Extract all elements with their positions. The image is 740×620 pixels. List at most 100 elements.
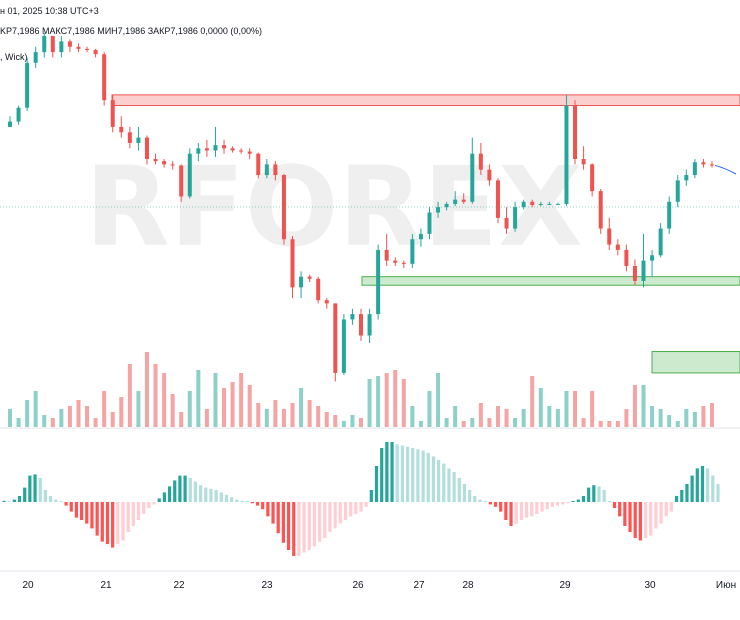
volume-bar [264,409,269,427]
volume-bar [410,406,415,427]
oscillator-bar [607,501,611,502]
oscillator-bar [447,468,451,502]
candle-body [427,212,432,234]
volume-bar [170,394,175,427]
volume-bar [50,418,55,427]
candle-body [521,201,526,208]
oscillator-bar [680,490,684,502]
oscillator-bar [535,502,539,514]
volume-bar [701,406,706,427]
oscillator-bar [514,502,518,524]
volume-bar [513,418,518,427]
oscillator-bar [80,502,84,520]
candle-body [350,314,355,320]
candle-body [136,137,141,143]
candle-body [307,276,312,279]
volume-bar [33,391,38,427]
candle-body [16,107,21,122]
oscillator-bar [623,502,627,526]
oscillator-bar [359,502,363,512]
oscillator-bar [597,486,601,502]
oscillator-bar [519,502,523,520]
volume-bar [632,385,637,427]
demand-zone [361,276,740,286]
volume-bar [230,382,235,427]
candle-body [675,180,680,202]
volume-bar [367,379,372,427]
demand-zone [651,351,740,374]
oscillator-bar [612,502,617,508]
oscillator-bar [292,502,296,556]
volume-bar [299,388,304,427]
header-ohlc: KP7,1986 МАКС7,1986 МИН7,1986 ЗАКР7,1986… [0,26,262,36]
candle-body [8,121,12,127]
volume-bar [615,421,620,427]
oscillator-bar [395,444,399,502]
volume-bar [538,388,543,427]
oscillator-bar [74,502,79,518]
oscillator-bar [307,502,311,550]
oscillator-bar [188,478,192,502]
volume-bar [341,421,346,427]
candle-body [153,159,158,162]
volume-bar [85,406,90,427]
oscillator-bar [550,502,555,507]
volume-bar [127,364,132,427]
candle-body [204,148,209,151]
oscillator-bar [59,501,63,502]
candle-body [119,126,124,133]
volume-bar [273,400,278,427]
oscillator-bar [581,496,586,502]
volume-bar [222,388,227,427]
volume-bar [59,409,64,427]
candle-body [376,249,381,315]
candle-body [239,150,244,152]
candle-body [76,46,81,49]
volume-bar [196,370,201,427]
oscillator-bar [675,496,679,502]
volume-bar [418,421,423,427]
x-tick-label: 27 [413,580,425,591]
volume-bar [179,412,184,427]
volume-bar [324,412,329,427]
oscillator-bar [431,456,436,502]
oscillator-bar [343,502,348,520]
candle-body [316,278,321,301]
oscillator-bar [286,502,291,550]
candle-body [538,203,543,206]
oscillator-bar [478,499,482,502]
volume-bar [8,409,12,427]
volume-bar [461,421,466,427]
volume-bar [573,391,578,427]
volume-bar [692,412,697,427]
oscillator-bar [452,472,456,502]
candle-body [401,262,406,264]
candle-body [692,162,697,176]
oscillator-bar [380,448,384,502]
volume-bar [564,391,569,427]
oscillator-bar [167,486,172,502]
candle-body [290,239,295,288]
volume-bar [187,391,192,427]
volume-bar [658,409,663,427]
candle-body [384,249,389,261]
oscillator-bar [136,502,141,520]
oscillator-bar [126,502,130,532]
oscillator-bar [706,468,710,502]
oscillator-bar [230,497,234,502]
candle-body [25,62,30,108]
oscillator-bar [530,502,534,517]
volume-bar [521,409,526,427]
oscillator-bar [649,502,653,536]
oscillator-bar [302,502,306,553]
oscillator-bar [437,460,441,502]
candle-body [170,164,175,166]
oscillator-bar [7,501,11,502]
candle-body [555,203,560,205]
oscillator-bar [540,502,544,512]
candle-body [667,201,672,229]
oscillator-bar [462,484,467,502]
x-tick-label: 22 [173,580,185,591]
oscillator-bar [338,502,342,524]
